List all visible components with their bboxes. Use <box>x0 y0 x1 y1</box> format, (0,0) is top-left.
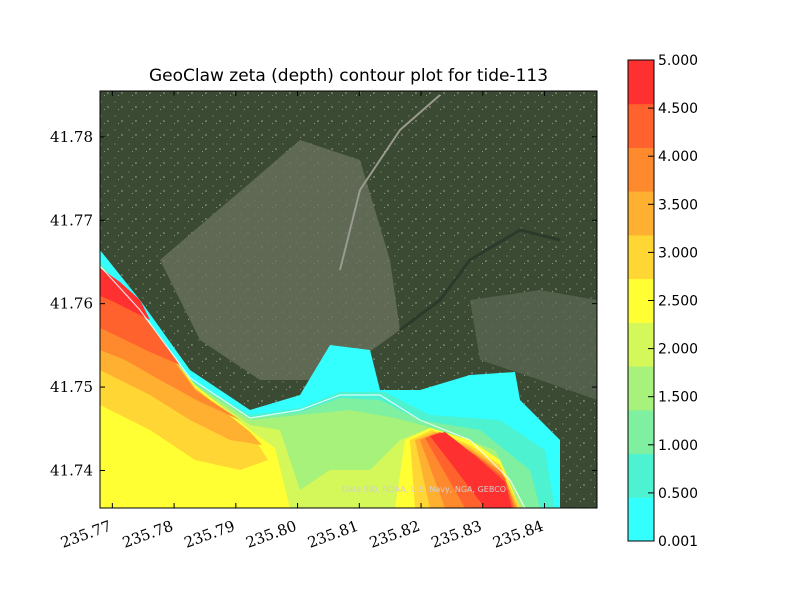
colorbar-segment <box>628 497 654 542</box>
colorbar-segment <box>628 409 654 455</box>
colorbar-tick-label: 2.500 <box>658 294 698 310</box>
town-area-east <box>470 290 597 400</box>
plot-area: Data SIO, NOAA, U.S. Navy, NGA, GEBCO <box>100 91 597 508</box>
colorbar-tick-label: 1.500 <box>658 390 698 406</box>
colorbar-segment <box>628 322 654 367</box>
flood-contour-level-11 <box>100 268 512 508</box>
colorbar-segment <box>628 103 654 148</box>
colorbar-tick-label: 5.000 <box>658 53 698 69</box>
colorbar-tick-label: 3.500 <box>658 197 698 213</box>
colorbar-tick-label: 3.000 <box>658 245 698 261</box>
x-tick-label: 235.82 <box>367 517 422 552</box>
x-tick-label: 235.80 <box>243 517 298 552</box>
colorbar-segment <box>628 147 654 192</box>
x-tick-label: 235.78 <box>120 517 175 552</box>
chart-title: GeoClaw zeta (depth) contour plot for ti… <box>148 66 549 86</box>
colorbar-segment <box>628 453 654 498</box>
colorbar-tick-label: 4.000 <box>658 149 698 165</box>
colorbar-segment <box>628 366 654 411</box>
highway <box>339 94 441 271</box>
colorbar-tick-label: 0.500 <box>658 486 698 502</box>
colorbar-tick-label: 1.000 <box>658 438 698 454</box>
colorbar-segment <box>628 60 654 105</box>
river <box>399 228 561 332</box>
colorbar: 0.001 0.500 1.000 1.500 2.000 2.500 3.000 3.500… <box>627 53 698 550</box>
y-axis: 41.74 41.75 41.76 41.77 41.78 <box>50 128 597 479</box>
colorbar-segment <box>628 191 654 236</box>
x-tick-label: 235.83 <box>429 517 484 552</box>
y-tick-label: 41.75 <box>50 378 93 396</box>
y-tick-label: 41.76 <box>50 295 93 313</box>
x-tick-label: 235.79 <box>182 517 237 552</box>
y-tick-label: 41.77 <box>50 211 93 229</box>
y-tick-label: 41.74 <box>50 461 93 479</box>
x-tick-label: 235.77 <box>58 517 113 552</box>
flood-contour-level-7 <box>100 268 520 508</box>
x-tick-label: 235.84 <box>490 517 545 552</box>
map-attribution: Data SIO, NOAA, U.S. Navy, NGA, GEBCO <box>342 485 506 494</box>
y-tick-label: 41.78 <box>50 128 93 146</box>
colorbar-segment <box>628 234 654 280</box>
x-tick-label: 235.81 <box>305 517 360 552</box>
colorbar-tick-label: 2.000 <box>658 342 698 358</box>
colorbar-tick-label: 4.500 <box>658 101 698 117</box>
plot-frame <box>99 90 598 509</box>
shoreline <box>100 265 526 508</box>
colorbar-tick-label: 0.001 <box>658 534 698 550</box>
town-area <box>160 140 400 380</box>
